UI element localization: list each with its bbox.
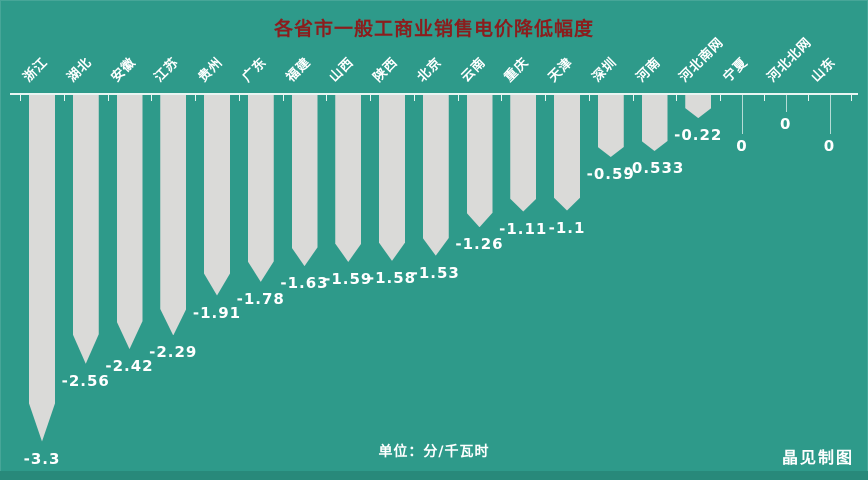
- category-label: 浙江: [20, 54, 52, 86]
- bar-湖北: [72, 95, 99, 364]
- bar-贵州: [204, 95, 230, 296]
- value-label: -3.3: [23, 449, 61, 468]
- bar-江苏: [160, 95, 187, 336]
- bar-云南: [466, 95, 493, 228]
- zero-leader-line: [785, 95, 787, 112]
- axis-tick: [763, 95, 765, 101]
- axis-tick: [413, 95, 415, 101]
- value-label: -1.26: [455, 235, 504, 254]
- value-label: -1.91: [192, 303, 242, 322]
- bar-重庆: [510, 95, 537, 212]
- value-label: -1.78: [236, 289, 285, 308]
- bar-浙江: [29, 95, 55, 442]
- axis-tick: [195, 95, 197, 101]
- axis-tick: [588, 95, 590, 101]
- bar-河南: [641, 95, 668, 151]
- bar-福建: [291, 95, 318, 267]
- value-label: -2.29: [149, 343, 198, 362]
- category-label: 陕西: [370, 54, 402, 86]
- axis-tick: [545, 95, 547, 101]
- bar-广东: [247, 95, 274, 282]
- value-label: 0: [780, 115, 792, 133]
- category-label: 广东: [239, 54, 270, 86]
- axis-tick: [151, 95, 153, 101]
- bar-天津: [554, 95, 580, 211]
- zero-leader-line: [829, 95, 831, 134]
- value-label: -0.533: [624, 158, 685, 177]
- category-label: 重庆: [501, 54, 533, 86]
- category-label: 江苏: [151, 54, 183, 86]
- value-label: -2.42: [105, 357, 154, 376]
- category-label: 宁夏: [720, 54, 752, 86]
- chart-title: 各省市一般工商业销售电价降低幅度: [273, 18, 594, 40]
- axis-tick: [370, 95, 372, 101]
- category-label: 云南: [458, 54, 489, 86]
- zero-leader-line: [742, 95, 743, 134]
- category-label: 山西: [326, 54, 358, 86]
- value-label: 0: [823, 137, 836, 155]
- value-label: -1.59: [324, 269, 373, 288]
- axis-tick: [20, 95, 22, 101]
- category-label: 深圳: [589, 54, 620, 86]
- value-label: -1.53: [411, 263, 460, 282]
- axis-tick: [632, 95, 634, 101]
- axis-tick: [676, 95, 678, 101]
- axis-tick: [501, 95, 503, 101]
- bottom-strip: [0, 471, 868, 480]
- bar-山西: [335, 95, 362, 262]
- value-label: -1.11: [499, 219, 548, 238]
- axis-tick: [807, 95, 809, 101]
- value-label: 0: [736, 137, 748, 155]
- category-label: 河北北网: [764, 35, 815, 86]
- axis-tick: [282, 95, 284, 101]
- axis-tick: [238, 95, 240, 101]
- axis-tick: [457, 95, 459, 101]
- bar-北京: [422, 95, 449, 256]
- value-label: -1.1: [548, 218, 586, 237]
- value-label: -2.56: [61, 371, 110, 390]
- bar-陕西: [379, 95, 405, 261]
- axis-tick: [851, 95, 853, 101]
- category-label: 北京: [414, 54, 445, 86]
- category-label: 山东: [808, 54, 839, 86]
- category-label: 天津: [545, 54, 577, 86]
- category-label: 河南: [633, 54, 664, 86]
- axis-tick: [63, 95, 65, 101]
- value-label: -1.63: [280, 274, 329, 293]
- category-label: 湖北: [64, 54, 95, 86]
- value-label: -1.58: [367, 268, 417, 287]
- value-label: -0.22: [674, 126, 723, 145]
- bar-深圳: [597, 95, 624, 157]
- category-label: 河北南网: [676, 35, 728, 86]
- watermark: 晶见制图: [781, 448, 854, 467]
- axis-tick: [107, 95, 109, 101]
- unit-note: 单位：分/千瓦时: [378, 444, 490, 460]
- bar-安徽: [116, 95, 143, 350]
- bar-河北南网: [685, 95, 712, 119]
- category-label: 安徽: [108, 54, 139, 86]
- axis-tick: [720, 95, 722, 101]
- value-label: -0.59: [586, 164, 635, 183]
- x-axis-line: [10, 93, 858, 95]
- category-label: 贵州: [195, 54, 227, 86]
- category-label: 福建: [283, 54, 314, 86]
- axis-tick: [326, 95, 328, 101]
